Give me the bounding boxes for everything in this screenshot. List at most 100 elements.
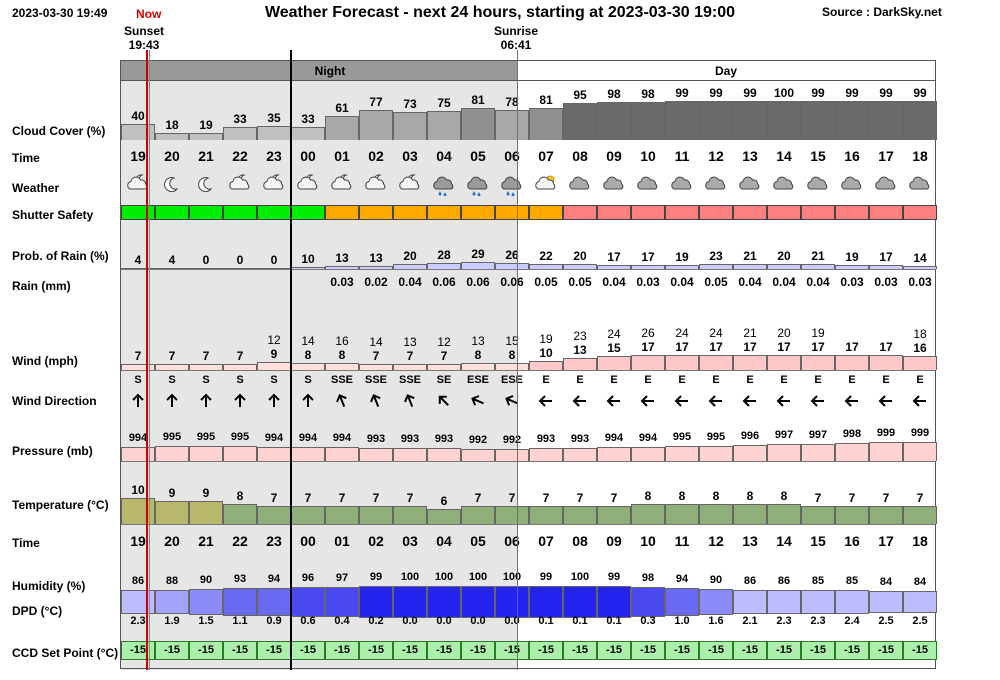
wind-speed-value: 13 (573, 343, 587, 357)
hour-label: 02 (368, 533, 384, 549)
temperature-value: 7 (508, 491, 516, 505)
temperature-value: 8 (678, 489, 686, 503)
shutter-cell (529, 205, 563, 220)
dpd-value: 2.3 (810, 615, 826, 627)
rain-mm-value: 0.06 (500, 275, 524, 289)
rain-prob-value: 4 (134, 253, 142, 267)
rain-icon (467, 176, 488, 196)
rain-prob-value: 17 (607, 250, 621, 264)
cloud-bar (597, 102, 631, 140)
pressure-value: 996 (740, 430, 760, 442)
wind-speed-value: 17 (743, 340, 757, 354)
rain-prob-value: 17 (641, 250, 655, 264)
wind-arrow-icon (878, 395, 892, 407)
cloudy-icon (739, 176, 760, 190)
temperature-bar (699, 504, 733, 524)
wind-direction-value: E (576, 374, 584, 386)
sunrise-marker: Sunrise 06:41 (486, 24, 546, 52)
hour-label: 01 (334, 533, 350, 549)
shutter-cell (563, 205, 597, 220)
ccd-set-point-cell: -15 (869, 641, 903, 660)
cloudy-icon (841, 176, 862, 190)
hour-label: 21 (198, 533, 214, 549)
pressure-bar (835, 443, 869, 461)
wind-bar (801, 355, 835, 370)
wind-direction-value: SSE (364, 374, 387, 386)
shutter-cell (427, 205, 461, 220)
rain-prob-bar (121, 268, 155, 269)
wind-speed-value: 8 (474, 348, 482, 362)
humidity-bar (801, 590, 835, 614)
temperature-value: 9 (168, 486, 176, 500)
rain-prob-bar (325, 266, 359, 269)
temperature-value: 7 (916, 491, 924, 505)
cloud-bar (699, 101, 733, 140)
pressure-value: 993 (536, 433, 556, 445)
cloud-bar (257, 126, 291, 140)
dpd-value: 0.0 (504, 615, 520, 627)
current-datetime: 2023-03-30 19:49 (12, 6, 108, 20)
dpd-value: 1.0 (674, 615, 690, 627)
cloud-value: 78 (505, 95, 519, 109)
wind-direction-value: S (202, 374, 210, 386)
humidity-value: 100 (570, 571, 590, 583)
cloud-value: 33 (301, 112, 315, 126)
rain-prob-value: 0 (236, 253, 244, 267)
pressure-value: 994 (604, 432, 624, 444)
ccd-set-point-cell: -15 (461, 641, 495, 660)
cloud-bar (427, 111, 461, 140)
dpd-value: 0.3 (640, 615, 656, 627)
rain-mm-value: 0.05 (534, 275, 558, 289)
rain-mm-value: 0.05 (704, 275, 728, 289)
rain-baseline (121, 269, 935, 270)
pressure-value: 999 (876, 427, 896, 439)
wind-bar (699, 355, 733, 370)
temperature-baseline (121, 524, 935, 525)
cloud-bar (189, 133, 223, 140)
humidity-bar (495, 586, 529, 618)
wind-speed-value: 15 (607, 341, 621, 355)
humidity-bar (903, 591, 937, 613)
ccd-set-point-cell: -15 (155, 641, 189, 660)
temperature-value: 8 (236, 489, 244, 503)
wind-gust-value: 20 (777, 326, 791, 340)
wind-arrow-icon (438, 395, 449, 406)
partly-cloudy-night-icon (331, 174, 352, 190)
cloud-bar (869, 101, 903, 140)
cloud-value: 99 (913, 86, 927, 100)
hour-label: 12 (708, 148, 724, 164)
wind-direction-value: E (678, 374, 686, 386)
pressure-value: 992 (502, 434, 522, 446)
humidity-value: 86 (743, 575, 757, 587)
partly-cloudy-day-icon (535, 175, 556, 190)
pressure-bar (223, 446, 257, 461)
wind-direction-value: E (848, 374, 856, 386)
rain-prob-value: 0 (202, 253, 210, 267)
temperature-bar (223, 504, 257, 524)
dpd-value: 0.6 (300, 615, 316, 627)
temperature-bar (529, 506, 563, 524)
cloud-bar (393, 112, 427, 140)
ccd-set-point-cell: -15 (189, 641, 223, 660)
wind-arrow-icon (370, 394, 381, 407)
hour-label: 01 (334, 148, 350, 164)
rain-prob-value: 19 (675, 250, 689, 264)
rain-prob-bar (189, 268, 223, 269)
hour-label: 05 (470, 533, 486, 549)
row-label-time: Time (12, 151, 40, 165)
humidity-bar (665, 588, 699, 616)
rain-prob-value: 17 (879, 250, 893, 264)
wind-bar (563, 358, 597, 370)
sunrise-time: 06:41 (500, 38, 532, 52)
pressure-value: 993 (400, 433, 420, 445)
dpd-value: 0.4 (334, 615, 350, 627)
humidity-value: 98 (641, 572, 655, 584)
now-line (146, 50, 148, 670)
cloud-bar (291, 127, 325, 140)
cloud-bar (835, 101, 869, 140)
pressure-bar (189, 446, 223, 461)
wind-direction-value: E (746, 374, 754, 386)
dpd-value: 0.1 (538, 615, 554, 627)
pressure-baseline (121, 461, 935, 462)
